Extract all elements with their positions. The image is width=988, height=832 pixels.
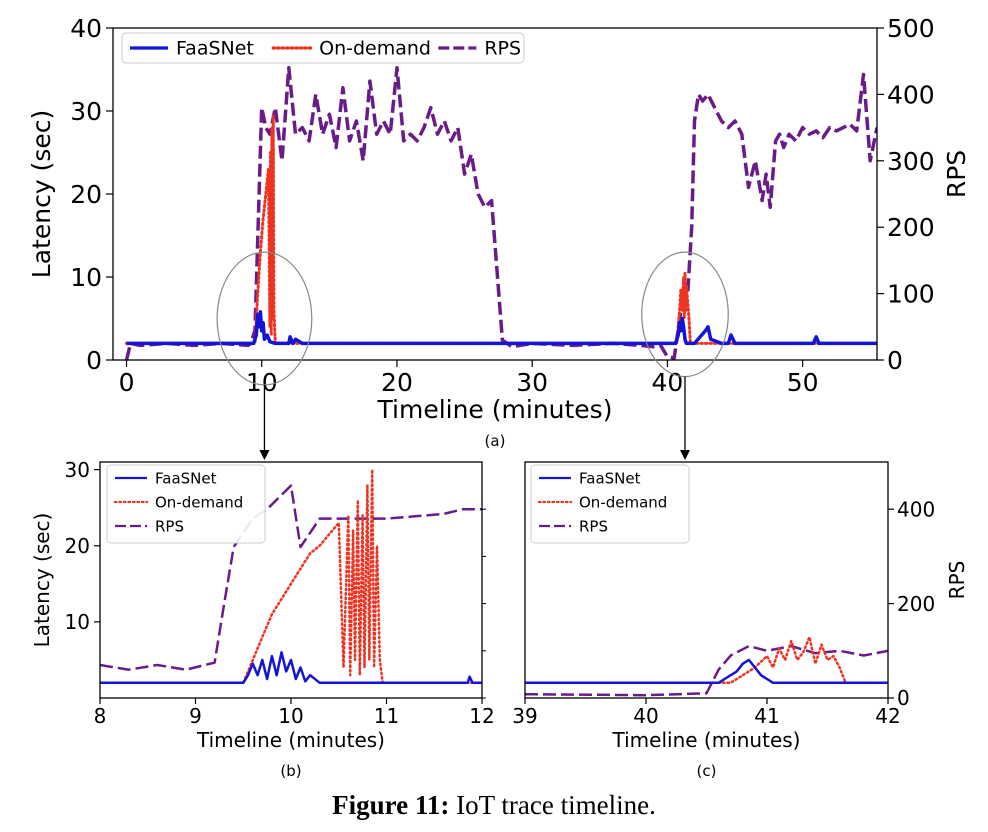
x-tick-label-b: 8 <box>94 704 107 728</box>
legend-b: FaaSNet On-demand RPS <box>106 464 266 544</box>
x-tick-label-c: 40 <box>633 704 658 728</box>
x-tick-label-b: 12 <box>469 704 494 728</box>
series-line-on-demand-c <box>525 635 888 685</box>
x-tick-label-a: 50 <box>787 368 819 397</box>
subfigure-label-b: (b) <box>280 762 301 780</box>
subfigure-label-c: (c) <box>697 762 717 780</box>
x-tick-label-c: 41 <box>754 704 779 728</box>
y2-tick-label-a: 300 <box>887 147 935 176</box>
legend-entry-rps: RPS <box>484 38 521 60</box>
x-axis-label-c: Timeline (minutes) <box>612 728 801 752</box>
series-line-rps-c <box>525 644 888 697</box>
x-tick-label-a: 40 <box>652 368 684 397</box>
x-tick-label-a: 20 <box>381 368 413 397</box>
y2-tick-label-c: 0 <box>897 686 910 710</box>
x-tick-label-b: 11 <box>374 704 399 728</box>
x-tick-label-b: 10 <box>278 704 303 728</box>
legend-box-c <box>530 464 690 544</box>
y2-tick-label-a: 400 <box>887 80 935 109</box>
legend-entry-rps: RPS <box>579 517 608 535</box>
chart-panel-b: 8 9 10 11 12 10 20 30 Timeline (minutes) Latency … <box>30 458 495 780</box>
x-tick-label-c: 42 <box>875 704 900 728</box>
legend-entry-faasnet: FaaSNet <box>155 469 217 487</box>
legend-entry-faasnet: FaaSNet <box>176 38 254 60</box>
y-tick-label-b: 10 <box>65 610 90 634</box>
legend-entry-on-demand: On-demand <box>155 493 243 511</box>
x-tick-label-a: 30 <box>516 368 548 397</box>
y-tick-label-b: 30 <box>65 458 90 482</box>
subfigure-label-a: (a) <box>485 432 506 450</box>
x-axis-label-a: Timeline (minutes) <box>377 395 613 424</box>
legend-entry-rps: RPS <box>155 517 184 535</box>
chart-panel-a: 0 10 20 30 40 500102030400100200300400500Time… <box>27 14 971 460</box>
y-tick-label-a: 20 <box>70 180 102 209</box>
y2-tick-label-a: 200 <box>887 213 935 242</box>
chart-panel-c: 39 40 41 420 200 400 Timeline (minutes) RPS (c) F… <box>512 461 969 780</box>
legend-a: FaaSNet On-demand RPS <box>121 32 525 64</box>
y2-tick-label-a: 0 <box>887 346 903 375</box>
caption-label: Figure 11: <box>332 790 450 820</box>
y-axis-label-a: Latency (sec) <box>27 110 56 278</box>
caption-text: IoT trace timeline. <box>456 790 656 820</box>
y2-tick-label-c: 400 <box>897 497 935 521</box>
x-tick-label-a: 0 <box>119 368 135 397</box>
y-tick-label-a: 30 <box>70 97 102 126</box>
x-tick-label-c: 39 <box>512 704 537 728</box>
y2-tick-label-a: 500 <box>887 14 935 43</box>
y-tick-label-a: 10 <box>70 263 102 292</box>
zoom-arrowhead-2 <box>679 450 690 460</box>
plot-area-c <box>525 635 888 697</box>
legend-box-b <box>106 464 266 544</box>
series-line-rps-b <box>100 484 482 671</box>
axes-frame-c <box>524 461 889 699</box>
series-line-on-demand-b <box>100 468 482 685</box>
x-axis-label-b: Timeline (minutes) <box>196 728 385 752</box>
plot-area-b <box>100 468 482 685</box>
y-tick-label-b: 20 <box>65 534 90 558</box>
series-line-faasnet-b <box>100 651 482 685</box>
figure-canvas: 0 10 20 30 40 500102030400100200300400500Time… <box>27 14 971 780</box>
x-tick-label-b: 9 <box>189 704 202 728</box>
legend-entry-faasnet: FaaSNet <box>579 469 641 487</box>
zoom-arrowhead-1 <box>259 450 270 460</box>
y-axis-label-b: Latency (sec) <box>30 513 54 648</box>
y-tick-label-a: 0 <box>86 346 102 375</box>
series-line-faasnet-a <box>126 310 877 346</box>
legend-entry-on-demand: On-demand <box>579 493 667 511</box>
legend-box-a <box>121 32 525 64</box>
plot-area-a <box>124 66 877 360</box>
y2-tick-label-a: 100 <box>887 280 935 309</box>
y2-axis-label-a: RPS <box>942 150 971 198</box>
figure-caption: Figure 11: IoT trace timeline. <box>0 790 988 821</box>
y-tick-label-a: 40 <box>70 14 102 43</box>
series-line-rps-a <box>124 66 877 360</box>
y2-axis-label-c: RPS <box>945 561 969 600</box>
legend-entry-on-demand: On-demand <box>319 38 431 60</box>
y2-tick-label-c: 200 <box>897 592 935 616</box>
legend-c: FaaSNet On-demand RPS <box>530 464 690 544</box>
zoom-circle-1 <box>216 251 313 386</box>
series-line-faasnet-c <box>525 658 888 685</box>
